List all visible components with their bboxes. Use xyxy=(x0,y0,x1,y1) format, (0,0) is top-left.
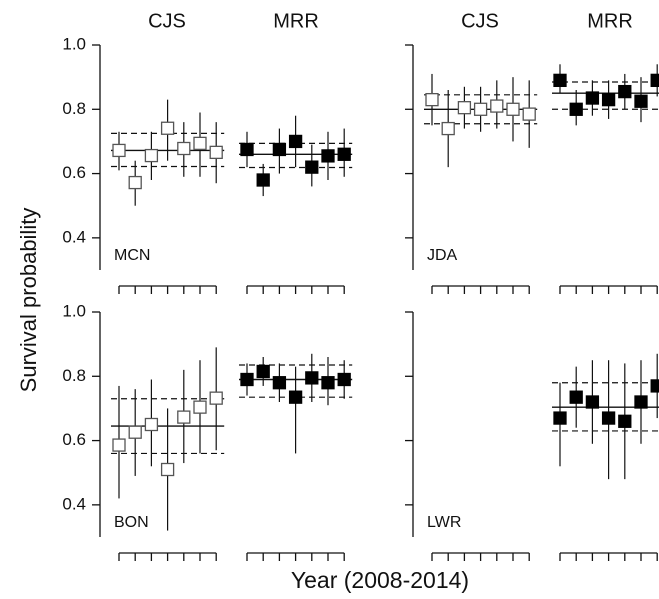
point xyxy=(618,414,632,428)
point xyxy=(112,143,126,158)
point xyxy=(601,92,616,107)
y-tick-label: 1.0 xyxy=(62,301,86,320)
point xyxy=(288,134,303,149)
y-tick-label: 1.0 xyxy=(62,34,86,53)
column-header: MRR xyxy=(587,10,633,32)
point xyxy=(177,410,191,424)
y-tick-label: 0.8 xyxy=(62,99,86,118)
point xyxy=(321,149,335,163)
point xyxy=(144,148,159,163)
y-tick-label: 0.4 xyxy=(62,494,86,513)
point xyxy=(193,400,207,414)
point xyxy=(256,364,270,379)
point xyxy=(650,73,659,88)
x-axis-title: Year (2008-2014) xyxy=(291,567,469,593)
point xyxy=(490,99,504,113)
column-header: MRR xyxy=(273,10,319,32)
point xyxy=(321,376,335,390)
point xyxy=(240,372,254,387)
point xyxy=(272,376,287,390)
point xyxy=(160,121,175,135)
point xyxy=(553,73,567,88)
point xyxy=(256,173,270,187)
point xyxy=(522,107,536,121)
point xyxy=(569,390,583,404)
panel-label: JDA xyxy=(427,247,458,264)
point xyxy=(144,417,159,432)
point xyxy=(128,425,142,439)
point xyxy=(272,142,287,157)
point xyxy=(473,102,488,116)
point xyxy=(634,395,648,409)
point xyxy=(650,379,659,393)
point xyxy=(585,395,600,409)
point xyxy=(305,160,319,174)
point xyxy=(177,141,191,156)
point xyxy=(457,101,472,115)
point xyxy=(160,462,175,477)
point xyxy=(425,92,439,107)
point xyxy=(209,391,223,405)
point xyxy=(337,147,351,161)
panel-label: BON xyxy=(114,514,149,531)
point xyxy=(337,372,351,387)
y-axis-title: Survival probability xyxy=(16,208,41,393)
point xyxy=(112,438,126,452)
point xyxy=(601,411,616,425)
y-tick-label: 0.8 xyxy=(62,366,86,385)
point xyxy=(193,136,207,151)
point xyxy=(618,84,632,99)
column-header: CJS xyxy=(461,10,499,32)
point xyxy=(128,175,142,190)
point xyxy=(305,371,319,385)
point xyxy=(288,390,303,404)
y-tick-label: 0.6 xyxy=(62,430,86,449)
point xyxy=(569,102,583,116)
column-header: CJS xyxy=(148,10,186,32)
y-tick-label: 0.6 xyxy=(62,163,86,182)
point xyxy=(553,411,567,425)
point xyxy=(506,102,520,116)
point xyxy=(209,145,223,160)
point xyxy=(441,121,455,136)
point xyxy=(634,94,648,108)
point xyxy=(240,142,254,157)
point xyxy=(585,91,600,105)
panel-label: LWR xyxy=(427,514,461,531)
y-tick-label: 0.4 xyxy=(62,227,86,246)
panel-label: MCN xyxy=(114,247,150,264)
